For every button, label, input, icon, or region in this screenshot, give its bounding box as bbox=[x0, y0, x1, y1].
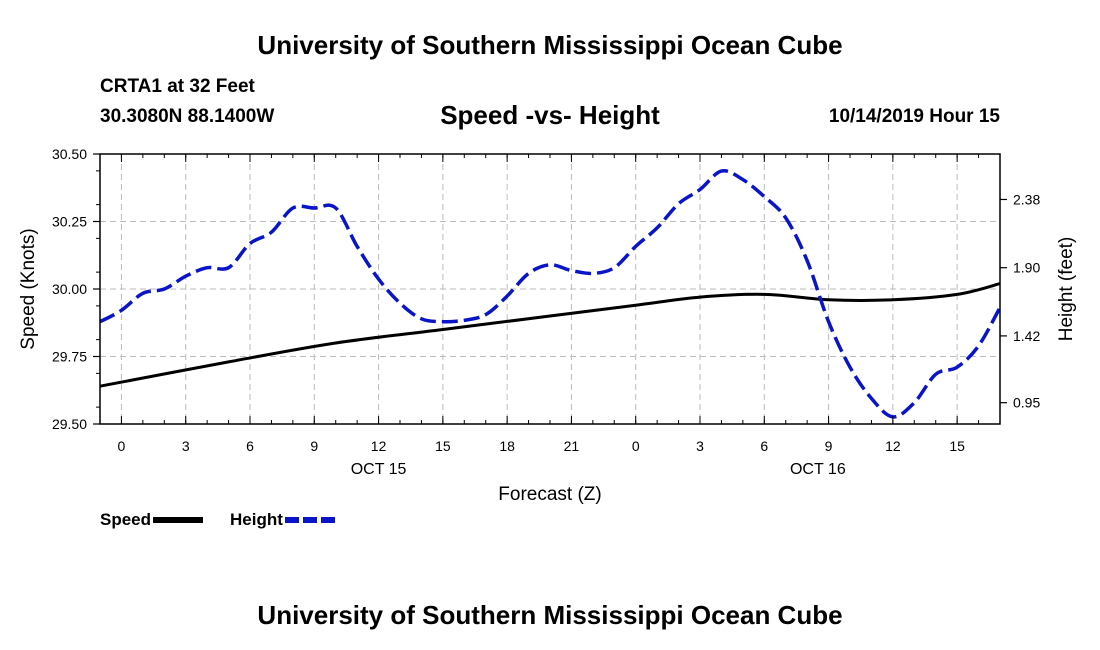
station-coordinates: 30.3080N 88.1400W bbox=[100, 106, 275, 127]
legend-height-label: Height bbox=[230, 510, 283, 529]
x-tick-label: 0 bbox=[632, 438, 640, 454]
y-tick-label: 29.75 bbox=[52, 349, 87, 365]
station-name: CRTA1 at 32 Feet bbox=[100, 76, 255, 97]
y-tick-label: 29.50 bbox=[52, 416, 87, 432]
legend-height: Height bbox=[230, 510, 337, 530]
y2-tick-label: 1.42 bbox=[1013, 328, 1040, 344]
date-label: OCT 16 bbox=[790, 461, 846, 478]
x-tick-label: 9 bbox=[310, 438, 318, 454]
axis-labels: 0 3 6 9 12 15 18 21 0 3 6 9 12 15 29.50 29.75 30.00 30.25… bbox=[18, 146, 1077, 505]
page-title: University of Southern Mississippi Ocean… bbox=[257, 30, 843, 60]
y-tick-label: 30.50 bbox=[52, 146, 87, 162]
x-tick-label: 6 bbox=[246, 438, 254, 454]
chart-title: Speed -vs- Height bbox=[440, 100, 660, 130]
x-tick-label: 12 bbox=[885, 438, 901, 454]
y-tick-label: 30.25 bbox=[52, 214, 87, 230]
x-axis-title: Forecast (Z) bbox=[498, 484, 601, 505]
date-label: OCT 15 bbox=[351, 461, 407, 478]
y2-tick-label: 0.95 bbox=[1013, 395, 1040, 411]
forecast-datestamp: 10/14/2019 Hour 15 bbox=[828, 106, 1000, 127]
x-tick-label: 3 bbox=[182, 438, 190, 454]
x-tick-label: 15 bbox=[435, 438, 451, 454]
x-tick-label: 15 bbox=[949, 438, 965, 454]
height-series-line bbox=[99, 169, 1002, 419]
y2-tick-label: 1.90 bbox=[1013, 260, 1040, 276]
legend-speed: Speed bbox=[100, 510, 205, 530]
axis-ticks bbox=[93, 153, 1007, 425]
x-tick-label: 12 bbox=[371, 438, 387, 454]
x-tick-label: 6 bbox=[760, 438, 768, 454]
series-lines bbox=[99, 169, 1002, 419]
speed-series-line bbox=[99, 282, 1001, 388]
legend-speed-label: Speed bbox=[100, 510, 152, 529]
x-tick-label: 3 bbox=[696, 438, 704, 454]
footer-title: University of Southern Mississippi Ocean… bbox=[257, 600, 843, 630]
grid-lines bbox=[100, 154, 1000, 424]
y2-axis-title: Height (feet) bbox=[1056, 237, 1077, 342]
x-tick-label: 0 bbox=[118, 438, 126, 454]
x-tick-label: 18 bbox=[499, 438, 515, 454]
legend-speed-swatch bbox=[153, 517, 204, 523]
x-tick-label: 21 bbox=[564, 438, 580, 454]
y-tick-label: 30.00 bbox=[52, 281, 87, 297]
y2-tick-label: 2.38 bbox=[1013, 191, 1040, 207]
y-axis-title: Speed (Knots) bbox=[18, 228, 39, 349]
x-tick-label: 9 bbox=[825, 438, 833, 454]
legend-height-swatch bbox=[284, 517, 335, 523]
